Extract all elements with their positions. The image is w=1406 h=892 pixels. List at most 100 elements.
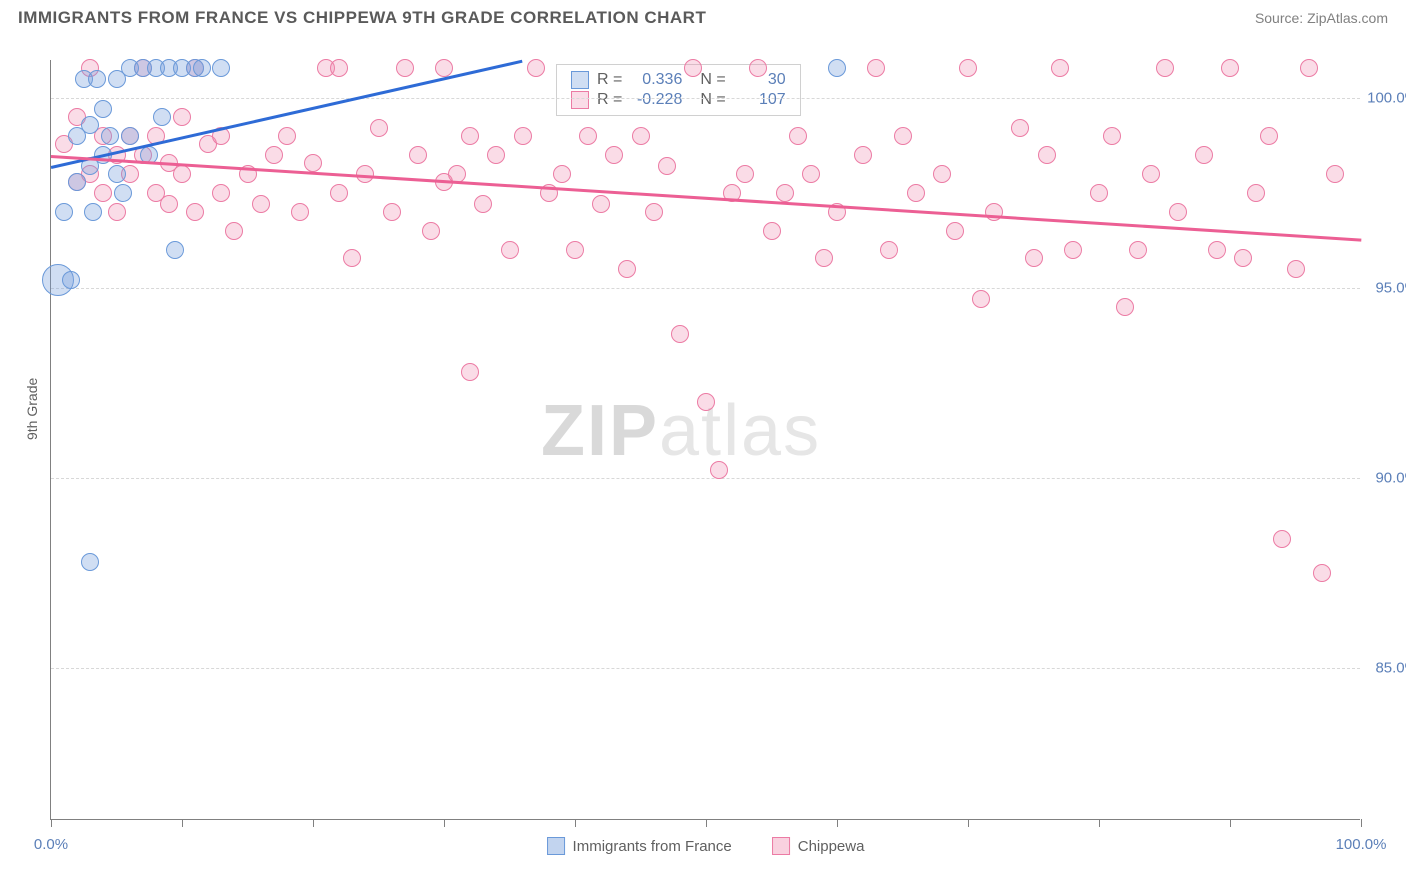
x-tick bbox=[706, 819, 707, 827]
data-point-chippewa bbox=[789, 127, 807, 145]
data-point-chippewa bbox=[867, 59, 885, 77]
data-point-chippewa bbox=[1169, 203, 1187, 221]
data-point-chippewa bbox=[343, 249, 361, 267]
x-tick bbox=[313, 819, 314, 827]
chart-title: IMMIGRANTS FROM FRANCE VS CHIPPEWA 9TH G… bbox=[18, 8, 706, 28]
data-point-chippewa bbox=[1313, 564, 1331, 582]
data-point-chippewa bbox=[1273, 530, 1291, 548]
data-point-france bbox=[84, 203, 102, 221]
trend-line-chippewa bbox=[51, 155, 1361, 241]
data-point-chippewa bbox=[684, 59, 702, 77]
data-point-chippewa bbox=[1156, 59, 1174, 77]
legend-item: Chippewa bbox=[772, 837, 865, 855]
data-point-chippewa bbox=[1260, 127, 1278, 145]
y-tick-label: 95.0% bbox=[1375, 280, 1406, 297]
stat-row-chippewa: R =-0.228N =107 bbox=[571, 91, 786, 109]
x-tick bbox=[1099, 819, 1100, 827]
data-point-chippewa bbox=[487, 146, 505, 164]
data-point-chippewa bbox=[1247, 184, 1265, 202]
data-point-chippewa bbox=[330, 59, 348, 77]
gridline bbox=[51, 288, 1360, 289]
data-point-chippewa bbox=[304, 154, 322, 172]
data-point-chippewa bbox=[435, 59, 453, 77]
data-point-chippewa bbox=[265, 146, 283, 164]
plot-area: ZIPatlas R =0.336N =30R =-0.228N =107 Im… bbox=[50, 60, 1360, 820]
data-point-chippewa bbox=[632, 127, 650, 145]
data-point-chippewa bbox=[671, 325, 689, 343]
data-point-chippewa bbox=[933, 165, 951, 183]
data-point-chippewa bbox=[579, 127, 597, 145]
data-point-chippewa bbox=[802, 165, 820, 183]
data-point-france bbox=[166, 241, 184, 259]
data-point-france bbox=[828, 59, 846, 77]
legend-item: Immigrants from France bbox=[547, 837, 732, 855]
data-point-chippewa bbox=[461, 127, 479, 145]
y-tick-label: 90.0% bbox=[1375, 470, 1406, 487]
data-point-france bbox=[153, 108, 171, 126]
x-tick bbox=[1230, 819, 1231, 827]
data-point-chippewa bbox=[658, 157, 676, 175]
swatch-chippewa bbox=[571, 91, 589, 109]
data-point-chippewa bbox=[776, 184, 794, 202]
data-point-chippewa bbox=[291, 203, 309, 221]
data-point-chippewa bbox=[501, 241, 519, 259]
x-tick-label: 100.0% bbox=[1336, 836, 1387, 853]
data-point-chippewa bbox=[710, 461, 728, 479]
chart-header: IMMIGRANTS FROM FRANCE VS CHIPPEWA 9TH G… bbox=[0, 0, 1406, 32]
legend-swatch bbox=[772, 837, 790, 855]
data-point-chippewa bbox=[553, 165, 571, 183]
source-label: Source: ZipAtlas.com bbox=[1255, 10, 1388, 26]
watermark: ZIPatlas bbox=[541, 390, 821, 472]
data-point-chippewa bbox=[461, 363, 479, 381]
data-point-chippewa bbox=[1234, 249, 1252, 267]
data-point-chippewa bbox=[605, 146, 623, 164]
data-point-chippewa bbox=[1038, 146, 1056, 164]
gridline bbox=[51, 98, 1360, 99]
data-point-france bbox=[88, 70, 106, 88]
data-point-chippewa bbox=[173, 165, 191, 183]
data-point-chippewa bbox=[1195, 146, 1213, 164]
legend-label: Immigrants from France bbox=[573, 838, 732, 855]
data-point-chippewa bbox=[1090, 184, 1108, 202]
data-point-chippewa bbox=[108, 203, 126, 221]
data-point-france bbox=[94, 100, 112, 118]
data-point-chippewa bbox=[225, 222, 243, 240]
data-point-chippewa bbox=[592, 195, 610, 213]
data-point-chippewa bbox=[749, 59, 767, 77]
data-point-france bbox=[108, 165, 126, 183]
x-tick bbox=[182, 819, 183, 827]
data-point-chippewa bbox=[697, 393, 715, 411]
data-point-chippewa bbox=[645, 203, 663, 221]
data-point-chippewa bbox=[1129, 241, 1147, 259]
data-point-chippewa bbox=[1326, 165, 1344, 183]
data-point-chippewa bbox=[212, 184, 230, 202]
gridline bbox=[51, 478, 1360, 479]
data-point-france bbox=[114, 184, 132, 202]
data-point-chippewa bbox=[1208, 241, 1226, 259]
data-point-chippewa bbox=[396, 59, 414, 77]
data-point-chippewa bbox=[763, 222, 781, 240]
data-point-chippewa bbox=[252, 195, 270, 213]
data-point-france bbox=[121, 127, 139, 145]
data-point-chippewa bbox=[736, 165, 754, 183]
data-point-france bbox=[55, 203, 73, 221]
data-point-chippewa bbox=[160, 195, 178, 213]
data-point-france bbox=[68, 173, 86, 191]
data-point-chippewa bbox=[1064, 241, 1082, 259]
x-tick bbox=[51, 819, 52, 827]
x-tick bbox=[1361, 819, 1362, 827]
y-tick-label: 85.0% bbox=[1375, 660, 1406, 677]
data-point-chippewa bbox=[474, 195, 492, 213]
data-point-france bbox=[81, 553, 99, 571]
data-point-chippewa bbox=[1142, 165, 1160, 183]
data-point-france bbox=[101, 127, 119, 145]
data-point-chippewa bbox=[894, 127, 912, 145]
data-point-chippewa bbox=[959, 59, 977, 77]
data-point-chippewa bbox=[854, 146, 872, 164]
data-point-france bbox=[212, 59, 230, 77]
data-point-chippewa bbox=[1116, 298, 1134, 316]
data-point-chippewa bbox=[514, 127, 532, 145]
data-point-chippewa bbox=[173, 108, 191, 126]
bottom-legend: Immigrants from France Chippewa bbox=[547, 837, 865, 855]
data-point-chippewa bbox=[422, 222, 440, 240]
